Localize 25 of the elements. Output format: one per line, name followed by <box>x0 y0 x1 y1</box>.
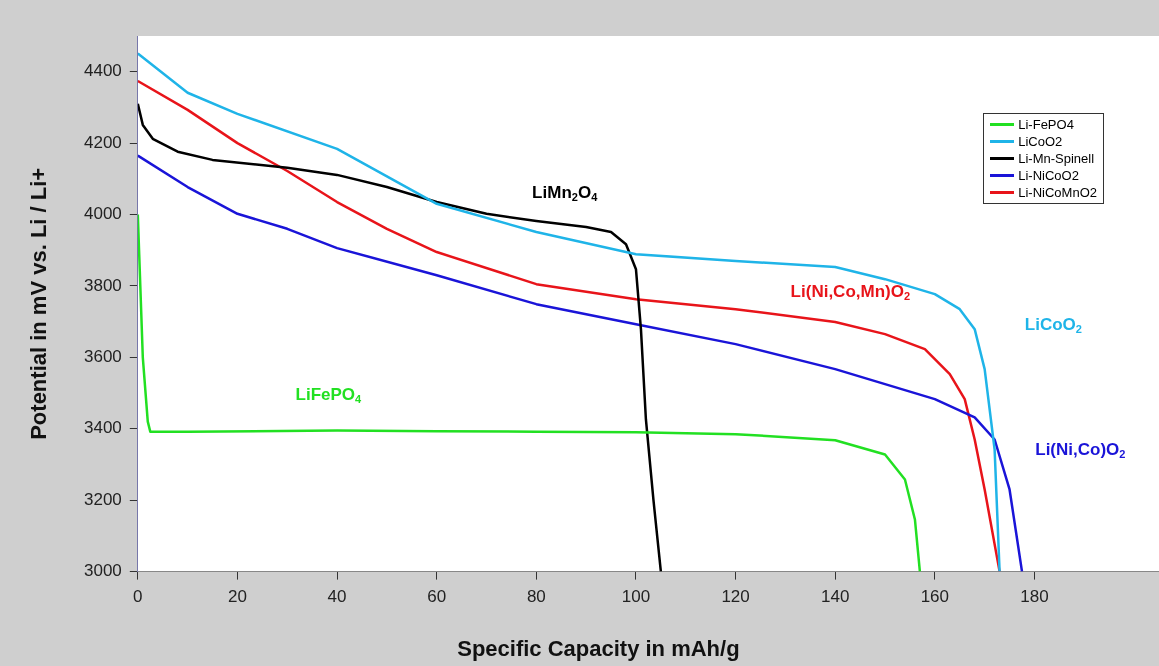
legend-label: Li-NiCoO2 <box>1018 167 1079 184</box>
x-tick-label: 20 <box>227 587 247 607</box>
legend-label: Li-Mn-Spinell <box>1018 150 1095 167</box>
legend-label: Li-FePO4 <box>1018 116 1074 133</box>
y-tick-label: 3800 <box>83 275 122 295</box>
y-tick-label: 4200 <box>83 132 122 152</box>
x-tick-label: 0 <box>133 587 143 607</box>
legend-label: Li-NiCoMnO2 <box>1018 184 1097 201</box>
x-tick-label: 40 <box>327 587 347 607</box>
x-axis-title: Specific Capacity in mAh/g <box>457 636 740 662</box>
x-tick-label: 120 <box>721 587 750 607</box>
y-axis-title: Potential in mV vs. Li / Li+ <box>26 167 52 440</box>
legend-label: LiCoO2 <box>1018 133 1063 150</box>
x-tick-label: 80 <box>526 587 546 607</box>
y-tick-label: 3200 <box>83 489 122 509</box>
x-tick-label: 100 <box>621 587 651 607</box>
y-tick-label: 3600 <box>83 347 122 367</box>
y-tick-label: 4000 <box>83 204 122 224</box>
y-tick-label: 3400 <box>83 418 122 438</box>
x-tick-label: 140 <box>821 587 850 607</box>
y-tick-label: 3000 <box>83 561 122 581</box>
y-tick-label: 4400 <box>83 61 122 81</box>
x-tick-label: 160 <box>920 587 950 607</box>
x-tick-label: 60 <box>427 587 447 607</box>
x-tick-label: 180 <box>1020 587 1049 607</box>
